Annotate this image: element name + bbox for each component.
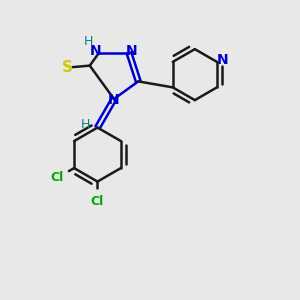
Text: N: N (217, 53, 229, 68)
Text: S: S (62, 60, 73, 75)
Text: N: N (108, 94, 120, 107)
Text: N: N (126, 44, 138, 58)
Text: Cl: Cl (91, 195, 104, 208)
Text: H: H (81, 118, 90, 131)
Text: N: N (90, 44, 101, 58)
Text: Cl: Cl (51, 171, 64, 184)
Text: H: H (84, 35, 93, 48)
